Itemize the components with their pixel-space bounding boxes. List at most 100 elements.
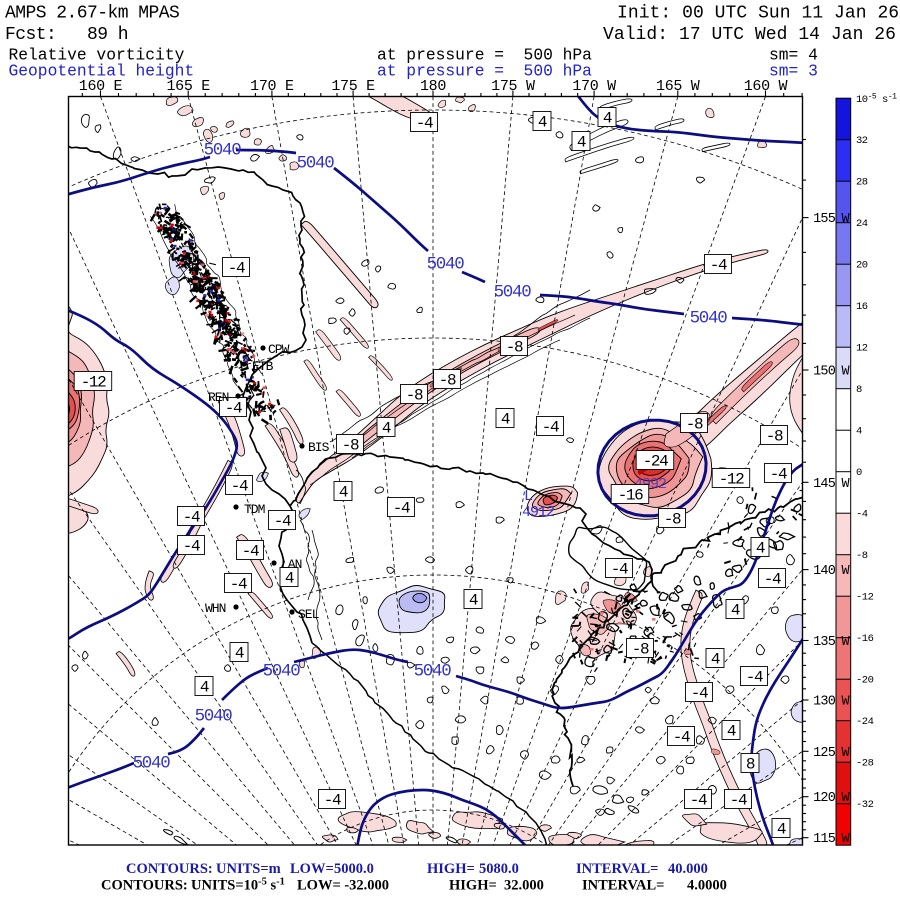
svg-text:ETB: ETB (252, 359, 274, 374)
svg-text:4.0000: 4.0000 (687, 878, 727, 894)
svg-text:5040: 5040 (494, 283, 532, 303)
svg-text:AMPS 2.67-km MPAS: AMPS 2.67-km MPAS (5, 4, 179, 24)
svg-text:170 E: 170 E (250, 78, 294, 95)
svg-text:155: 155 (813, 212, 836, 227)
svg-text:5040: 5040 (133, 754, 171, 774)
svg-text:0: 0 (856, 467, 862, 479)
svg-text:WHN: WHN (205, 601, 226, 616)
svg-text:W: W (842, 695, 851, 710)
svg-text:UNITS=m: UNITS=m (216, 861, 281, 877)
svg-text:W: W (842, 212, 851, 227)
svg-text:4: 4 (756, 540, 765, 558)
svg-text:-4: -4 (183, 538, 200, 556)
svg-text:160 W: 160 W (744, 78, 788, 95)
svg-text:12: 12 (856, 343, 868, 355)
svg-text:-28: -28 (856, 758, 874, 770)
svg-text:-8: -8 (342, 437, 359, 455)
svg-text:HIGH= 32.000: HIGH= 32.000 (449, 878, 544, 894)
svg-text:-4: -4 (225, 400, 242, 418)
svg-text:125: 125 (813, 746, 836, 761)
svg-text:SEL: SEL (298, 607, 319, 622)
svg-text:4: 4 (731, 602, 740, 620)
svg-text:28: 28 (856, 177, 868, 189)
svg-text:8: 8 (856, 384, 862, 396)
svg-text:4: 4 (603, 110, 612, 128)
svg-text:5040: 5040 (427, 255, 465, 275)
svg-text:-32: -32 (856, 799, 874, 811)
svg-text:REN: REN (208, 390, 229, 405)
svg-text:-4: -4 (242, 543, 259, 561)
svg-text:L: L (524, 488, 533, 505)
svg-text:-8: -8 (856, 550, 868, 562)
svg-text:165 W: 165 W (656, 78, 700, 95)
svg-text:UNITS=10-5 s-1: UNITS=10-5 s-1 (191, 877, 285, 894)
svg-text:W: W (842, 832, 851, 847)
svg-text:at pressure = 500 hPa: at pressure = 500 hPa (377, 62, 592, 81)
svg-text:8: 8 (746, 756, 755, 774)
svg-text:5000.0: 5000.0 (334, 861, 374, 877)
svg-text:180: 180 (420, 78, 446, 95)
svg-text:5040: 5040 (204, 141, 242, 161)
svg-text:-4: -4 (228, 260, 245, 278)
svg-text:-8: -8 (632, 641, 649, 659)
svg-text:-4: -4 (691, 685, 708, 703)
svg-text:CONTOURS:: CONTOURS: (126, 861, 213, 877)
svg-text:170 W: 170 W (572, 78, 616, 95)
svg-text:160 E: 160 E (79, 78, 123, 95)
svg-text:Fcst: 89 h: Fcst: 89 h (5, 25, 128, 45)
svg-text:-4: -4 (274, 513, 291, 531)
svg-text:4: 4 (339, 484, 348, 502)
svg-text:at pressure = 500 hPa: at pressure = 500 hPa (377, 46, 592, 65)
svg-text:-4: -4 (230, 576, 247, 594)
svg-text:-4: -4 (393, 500, 410, 518)
svg-text:115: 115 (813, 832, 836, 847)
svg-text:-16: -16 (618, 487, 643, 505)
svg-text:sm= 3: sm= 3 (769, 62, 818, 81)
svg-text:-4: -4 (710, 257, 727, 275)
svg-text:-8: -8 (766, 428, 783, 446)
svg-text:4: 4 (200, 679, 209, 697)
svg-text:W: W (842, 635, 851, 650)
svg-text:4: 4 (856, 426, 862, 438)
svg-text:-12: -12 (81, 374, 106, 392)
svg-text:-8: -8 (439, 372, 456, 390)
svg-text:CONTOURS:: CONTOURS: (101, 878, 188, 894)
svg-text:140: 140 (813, 564, 836, 579)
svg-text:LAN: LAN (281, 557, 302, 572)
svg-text:-12: -12 (856, 592, 874, 604)
svg-text:W: W (842, 746, 851, 761)
svg-text:5040: 5040 (195, 707, 233, 727)
svg-text:-4: -4 (183, 509, 200, 527)
svg-text:-4: -4 (770, 466, 787, 484)
svg-text:W: W (842, 477, 851, 492)
svg-text:40.000: 40.000 (668, 861, 708, 877)
svg-text:-4: -4 (611, 561, 628, 579)
svg-text:LOW= -32.000: LOW= -32.000 (297, 878, 389, 894)
svg-text:120: 120 (813, 791, 836, 806)
svg-text:-8: -8 (686, 416, 703, 434)
svg-text:130: 130 (813, 695, 836, 710)
svg-text:-16: -16 (856, 633, 874, 645)
svg-text:CPW: CPW (268, 342, 290, 357)
svg-text:-20: -20 (856, 675, 874, 687)
svg-text:-4: -4 (542, 419, 559, 437)
svg-text:-24: -24 (643, 453, 668, 471)
svg-text:5040: 5040 (414, 662, 452, 682)
svg-text:4: 4 (501, 411, 510, 429)
svg-text:4: 4 (577, 134, 586, 152)
svg-text:-4: -4 (324, 792, 341, 810)
svg-text:-4: -4 (690, 792, 707, 810)
svg-text:150: 150 (813, 365, 836, 380)
svg-text:-4: -4 (673, 729, 690, 747)
svg-text:-8: -8 (506, 339, 523, 357)
svg-text:4912: 4912 (522, 504, 554, 521)
svg-text:sm= 4: sm= 4 (769, 46, 818, 65)
svg-text:-8: -8 (406, 387, 423, 405)
svg-text:145: 145 (813, 477, 836, 492)
svg-text:-4: -4 (231, 478, 248, 496)
svg-text:Init: 00 UTC Sun 11 Jan 26: Init: 00 UTC Sun 11 Jan 26 (617, 4, 899, 24)
svg-text:HIGH=: HIGH= (427, 861, 475, 877)
svg-text:4: 4 (469, 592, 478, 610)
svg-text:5040: 5040 (297, 154, 335, 174)
svg-text:Geopotential height: Geopotential height (9, 62, 195, 81)
